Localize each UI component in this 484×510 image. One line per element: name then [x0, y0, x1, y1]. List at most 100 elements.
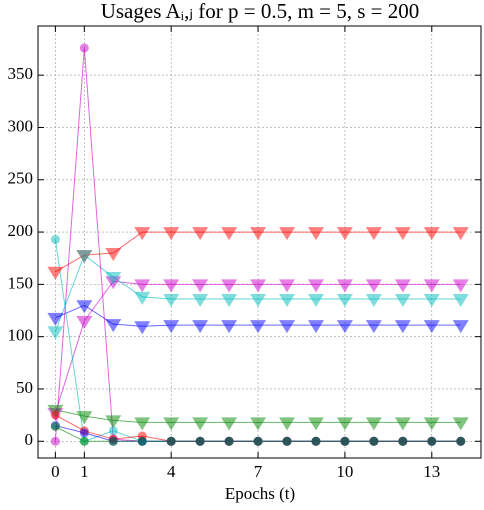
- circle-marker: [369, 436, 379, 446]
- y-tick-label: 250: [8, 169, 34, 188]
- triangle-marker: [307, 294, 324, 308]
- triangle-marker: [76, 250, 93, 264]
- triangle-marker: [452, 279, 469, 293]
- chart-title: Usages Aᵢ,ⱼ for p = 0.5, m = 5, s = 200: [101, 0, 420, 23]
- plot-frame: [37, 25, 482, 459]
- triangle-marker: [221, 279, 238, 293]
- triangle-marker: [423, 279, 440, 293]
- circle-marker: [50, 422, 60, 432]
- y-tick-label: 200: [8, 221, 34, 240]
- y-tick-label: 50: [16, 378, 33, 397]
- triangle-marker: [279, 417, 296, 431]
- triangle-marker: [365, 227, 382, 241]
- triangle-marker: [279, 279, 296, 293]
- triangle-marker: [221, 320, 238, 334]
- triangle-marker: [307, 279, 324, 293]
- x-tick-label: 4: [167, 462, 176, 481]
- triangle-marker: [365, 417, 382, 431]
- triangle-marker: [192, 279, 209, 293]
- y-tick-label: 100: [8, 326, 34, 345]
- circle-marker: [108, 426, 118, 436]
- circle-marker: [282, 436, 292, 446]
- y-tick-label: 350: [8, 64, 34, 83]
- circle-marker: [427, 436, 437, 446]
- triangle-marker: [192, 320, 209, 334]
- circle-marker: [253, 436, 263, 446]
- triangle-marker: [307, 417, 324, 431]
- y-tick-label: 150: [8, 273, 34, 292]
- circle-marker: [50, 436, 60, 446]
- x-tick-label: 7: [254, 462, 263, 481]
- triangle-marker: [47, 312, 64, 326]
- triangle-marker: [192, 417, 209, 431]
- circle-marker: [224, 436, 234, 446]
- circle-marker: [79, 436, 89, 446]
- x-tick-label: 13: [423, 462, 440, 481]
- triangle-marker: [250, 417, 267, 431]
- y-tick-label: 0: [25, 430, 34, 449]
- circle-marker: [195, 436, 205, 446]
- triangle-marker: [134, 417, 151, 431]
- x-tick-label: 10: [336, 462, 353, 481]
- x-axis-label: Epochs (t): [225, 484, 295, 503]
- circle-marker: [166, 436, 176, 446]
- triangle-marker: [134, 227, 151, 241]
- triangle-marker: [105, 247, 122, 261]
- triangle-marker: [336, 227, 353, 241]
- triangle-marker: [47, 326, 64, 340]
- triangle-marker: [163, 227, 180, 241]
- circle-marker: [50, 410, 60, 420]
- triangle-marker: [192, 294, 209, 308]
- triangle-marker: [336, 417, 353, 431]
- x-tick-label: 0: [51, 462, 60, 481]
- triangle-marker: [394, 417, 411, 431]
- triangle-marker: [423, 227, 440, 241]
- circle-marker: [398, 436, 408, 446]
- triangle-marker: [423, 417, 440, 431]
- triangle-marker: [423, 320, 440, 334]
- triangle-marker: [394, 294, 411, 308]
- triangle-marker: [105, 319, 122, 333]
- circle-marker: [50, 234, 60, 244]
- triangle-marker: [394, 320, 411, 334]
- circle-marker: [311, 436, 321, 446]
- triangle-marker: [452, 227, 469, 241]
- triangle-marker: [452, 417, 469, 431]
- triangle-marker: [336, 279, 353, 293]
- triangle-marker: [250, 320, 267, 334]
- triangle-marker: [279, 227, 296, 241]
- triangle-marker: [279, 294, 296, 308]
- triangle-marker: [47, 266, 64, 280]
- triangle-marker: [423, 294, 440, 308]
- triangle-marker: [250, 279, 267, 293]
- circle-marker: [79, 43, 89, 53]
- triangle-marker: [76, 315, 93, 329]
- triangle-marker: [452, 294, 469, 308]
- triangle-marker: [365, 294, 382, 308]
- triangle-marker: [221, 294, 238, 308]
- y-tick-label: 300: [8, 116, 34, 135]
- triangle-marker: [163, 294, 180, 308]
- triangle-marker: [394, 227, 411, 241]
- circle-marker: [340, 436, 350, 446]
- triangle-marker: [134, 291, 151, 305]
- circle-marker: [137, 436, 147, 446]
- circle-marker: [456, 436, 466, 446]
- triangle-marker: [250, 294, 267, 308]
- triangle-marker: [76, 411, 93, 425]
- triangle-marker: [250, 227, 267, 241]
- triangle-marker: [365, 320, 382, 334]
- circle-marker: [79, 428, 89, 438]
- triangle-marker: [76, 300, 93, 314]
- triangle-marker: [452, 320, 469, 334]
- circle-marker: [108, 436, 118, 446]
- triangle-marker: [192, 227, 209, 241]
- triangle-marker: [134, 279, 151, 293]
- x-tick-label: 1: [80, 462, 89, 481]
- triangle-marker: [365, 279, 382, 293]
- triangle-marker: [221, 417, 238, 431]
- triangle-marker: [105, 415, 122, 429]
- triangle-marker: [336, 320, 353, 334]
- triangle-marker: [307, 320, 324, 334]
